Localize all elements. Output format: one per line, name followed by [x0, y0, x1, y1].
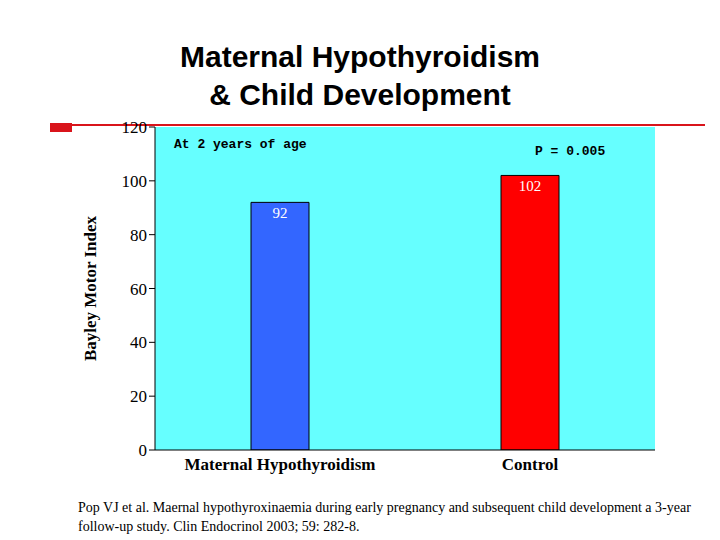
svg-text:102: 102	[519, 178, 542, 194]
svg-text:0: 0	[139, 441, 148, 460]
html-text:P = 0.005: P = 0.005	[535, 144, 606, 159]
svg-text:40: 40	[130, 333, 147, 352]
html-text:At 2 years of age: At 2 years of age	[174, 137, 307, 152]
svg-text:120: 120	[122, 118, 148, 137]
html-text:Maternal Hypothyroidism & Chil: Maternal Hypothyroidism & Child Developm…	[180, 40, 540, 111]
svg-text:20: 20	[130, 387, 147, 406]
svg-text:60: 60	[130, 280, 147, 299]
svg-text:Maternal Hypothyroidism: Maternal Hypothyroidism	[185, 455, 376, 474]
svg-text:80: 80	[130, 226, 147, 245]
svg-text:100: 100	[122, 172, 148, 191]
svg-text:Bayley Motor Index: Bayley Motor Index	[81, 215, 100, 361]
svg-text:92: 92	[273, 205, 288, 221]
svg-text:Control: Control	[502, 455, 559, 474]
html-text:Pop VJ et al. Maernal hypothyr: Pop VJ et al. Maernal hypothyroxinaemia …	[78, 500, 691, 534]
